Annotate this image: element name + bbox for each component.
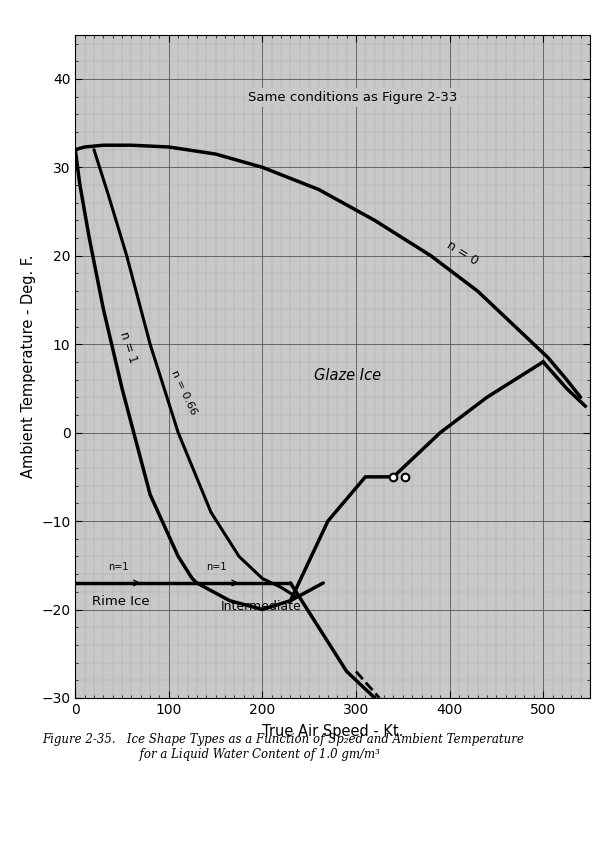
Text: n = 0.66: n = 0.66 [169, 369, 198, 417]
Text: Intermediate: Intermediate [220, 599, 301, 612]
Text: Figure 2-35.   Ice Shape Types as a Function of Sp₂ed and Ambient Temperature
  : Figure 2-35. Ice Shape Types as a Functi… [42, 733, 524, 760]
Y-axis label: Ambient Temperature - Deg. F.: Ambient Temperature - Deg. F. [20, 255, 36, 478]
Text: Glaze Ice: Glaze Ice [314, 368, 381, 382]
Text: n = 0: n = 0 [445, 238, 481, 268]
Text: n=1: n=1 [206, 562, 227, 571]
Text: Rime Ice: Rime Ice [92, 595, 150, 608]
X-axis label: True Air Speed - Kt.: True Air Speed - Kt. [262, 724, 403, 739]
Text: n = 1: n = 1 [117, 330, 140, 365]
Text: Same conditions as Figure 2-33: Same conditions as Figure 2-33 [249, 91, 458, 104]
Text: n=1: n=1 [108, 562, 128, 571]
